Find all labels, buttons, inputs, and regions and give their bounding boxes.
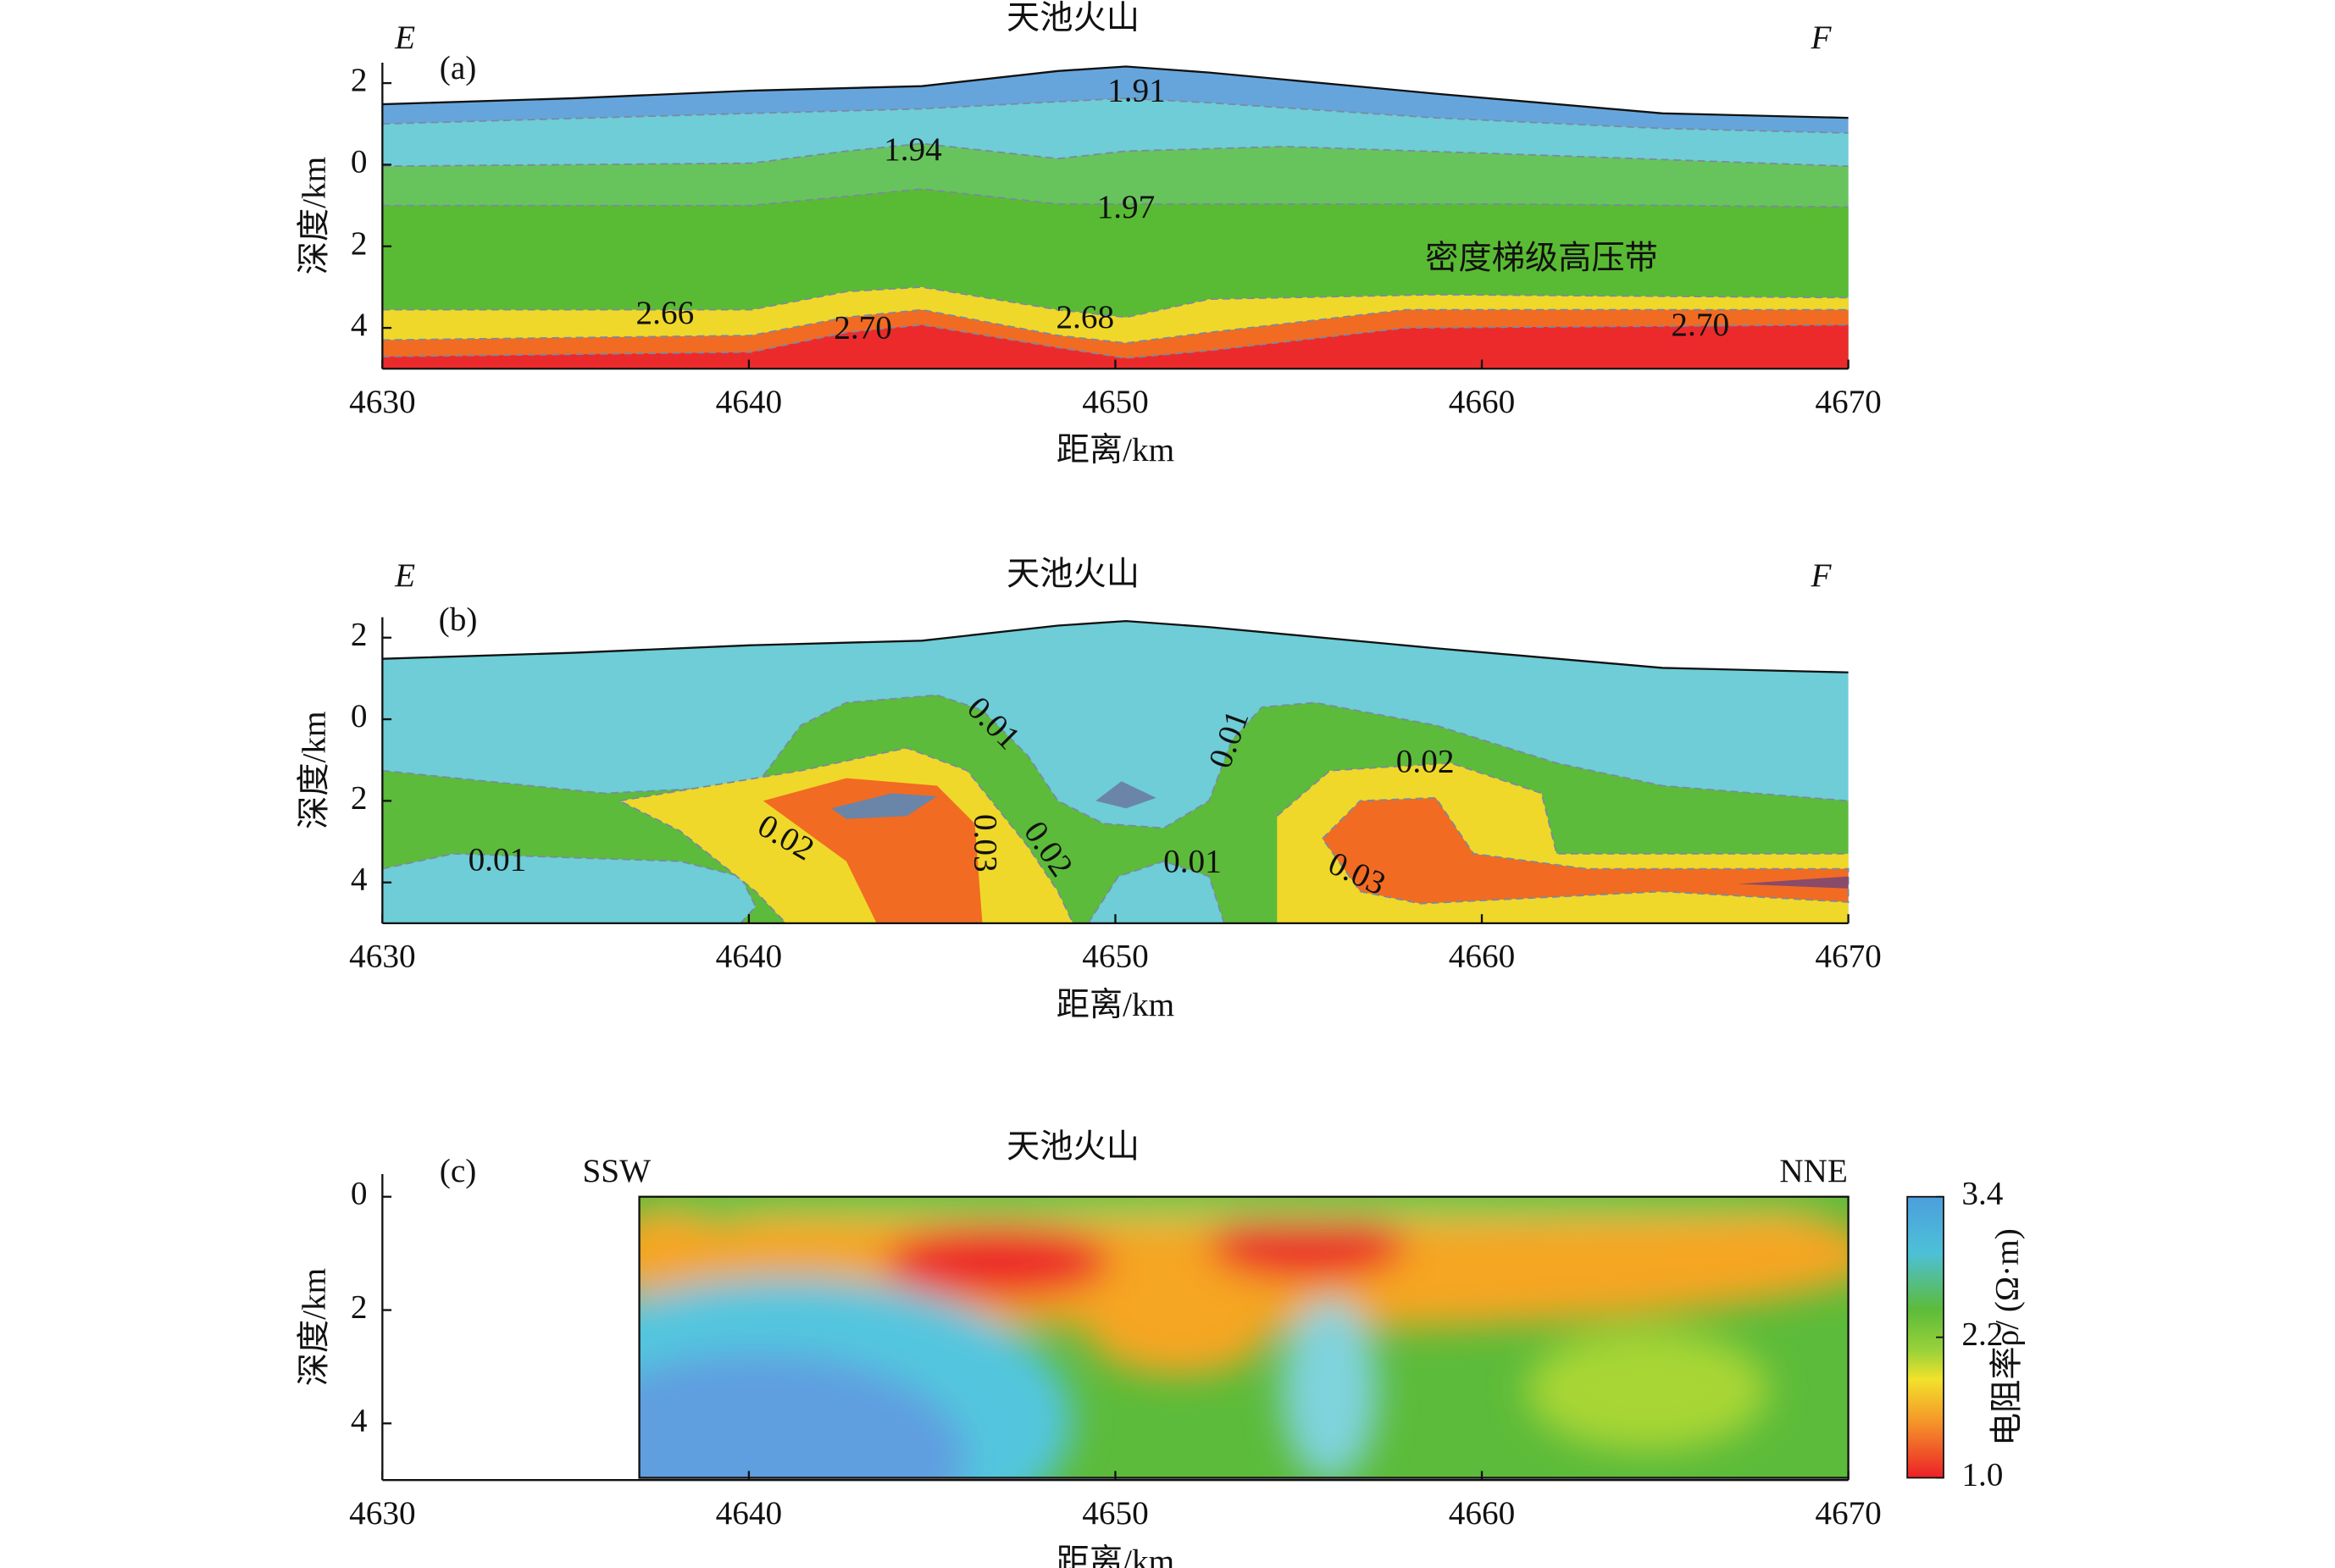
- x-tick-label: 4650: [1082, 384, 1148, 420]
- x-tick-label: 4640: [716, 1495, 782, 1532]
- field-blob: [884, 1225, 1112, 1299]
- x-tick-label: 4640: [716, 939, 782, 975]
- field-blob: [639, 1352, 968, 1478]
- x-tick-label: 4660: [1449, 384, 1515, 420]
- y-tick-label: 0: [351, 698, 368, 734]
- colorbar-tick-label: 1.0: [1961, 1457, 2003, 1493]
- contour-line: [382, 188, 1849, 208]
- y-tick-label: 4: [351, 307, 368, 343]
- annotation: (b): [439, 601, 478, 638]
- x-axis-label: 距离/km: [1057, 431, 1175, 468]
- contour-label: 0.01: [469, 842, 527, 878]
- y-tick-label: 2: [351, 62, 368, 98]
- colorbar-tick-label: 2.2: [1961, 1316, 2003, 1353]
- region: [1738, 876, 1849, 889]
- region: [1095, 781, 1156, 809]
- y-tick-label: 2: [351, 1289, 368, 1326]
- annotation: F: [1810, 19, 1832, 56]
- contour-line: [382, 324, 1849, 359]
- x-tick-label: 4640: [716, 384, 782, 420]
- x-tick-label: 4650: [1082, 939, 1148, 975]
- x-tick-label: 4650: [1082, 1495, 1148, 1532]
- x-axis-label: 距离/km: [1057, 1543, 1175, 1568]
- contour-label: 0.03: [967, 814, 1003, 873]
- topography: [382, 65, 1849, 119]
- y-axis-label: 深度/km: [296, 712, 333, 830]
- x-tick-label: 4660: [1449, 1495, 1515, 1532]
- annotation: E: [394, 19, 415, 56]
- x-tick-label: 4670: [1815, 384, 1881, 420]
- contour-line: [382, 852, 757, 924]
- x-axis-label: 距离/km: [1057, 986, 1175, 1023]
- contour-line: [382, 142, 1849, 168]
- annotation: (c): [440, 1153, 477, 1189]
- contour-label: 2.68: [1056, 299, 1114, 335]
- contour-label: 0.02: [1396, 744, 1455, 780]
- blur-field: [639, 1196, 1849, 1478]
- colorbar-label: 电阻率ρ/ (Ω·m): [1988, 1228, 2025, 1446]
- x-tick-label: 4630: [349, 384, 415, 420]
- field-blob: [639, 1196, 1844, 1222]
- field-blob: [1209, 1213, 1406, 1280]
- x-tick-label: 4660: [1449, 939, 1515, 975]
- x-tick-label: 4630: [349, 1495, 415, 1532]
- contour-label: 1.97: [1097, 189, 1156, 225]
- contour-line: [618, 747, 1074, 924]
- annotation: 密度梯级高压带: [1425, 240, 1658, 277]
- chart-title: 天池火山: [1007, 0, 1140, 36]
- contour-label: 0.01: [1163, 843, 1222, 879]
- y-tick-label: 2: [351, 617, 368, 653]
- x-tick-label: 4670: [1815, 939, 1881, 975]
- y-tick-label: 2: [351, 225, 368, 262]
- contour-line: [382, 308, 1849, 344]
- contour-label: 2.70: [1671, 307, 1729, 343]
- contour-line: [1322, 796, 1850, 905]
- x-tick-label: 4670: [1815, 1495, 1881, 1532]
- y-tick-label: 4: [351, 1402, 368, 1438]
- field: [639, 1196, 1849, 1478]
- annotation: (a): [440, 50, 477, 86]
- y-tick-label: 2: [351, 779, 368, 816]
- annotation: NNE: [1779, 1153, 1848, 1189]
- field-blob: [1088, 1284, 1270, 1376]
- frame: [638, 1195, 1850, 1479]
- region: [1322, 797, 1849, 904]
- x-tick-label: 4630: [349, 939, 415, 975]
- contour-line: [382, 286, 1849, 319]
- topography: [382, 619, 1849, 673]
- region: [831, 793, 937, 819]
- chart-title: 天池火山: [1007, 1128, 1140, 1165]
- layer: [382, 324, 1849, 369]
- y-tick-label: 0: [351, 1176, 368, 1212]
- contour-label: 1.94: [884, 131, 942, 168]
- contour-label: 1.91: [1107, 73, 1166, 109]
- y-tick-label: 4: [351, 862, 368, 898]
- y-axis-label: 深度/km: [296, 1268, 333, 1387]
- field-blob: [1526, 1329, 1769, 1451]
- contour-label: 2.66: [636, 295, 695, 331]
- region: [1088, 861, 1224, 923]
- y-axis-label: 深度/km: [296, 157, 333, 275]
- colorbar-tick-label: 3.4: [1961, 1176, 2003, 1212]
- contour-line: [382, 694, 1849, 829]
- contour-label: 2.70: [834, 310, 892, 346]
- field-blob: [1281, 1299, 1378, 1478]
- field-blob: [1541, 1209, 1849, 1294]
- chart-title: 天池火山: [1007, 556, 1140, 592]
- annotation: E: [394, 557, 415, 594]
- annotation: F: [1810, 557, 1832, 594]
- region: [382, 853, 756, 923]
- annotation: SSW: [582, 1153, 651, 1189]
- contour-line: [1087, 860, 1225, 924]
- field-blob: [639, 1209, 726, 1300]
- y-tick-label: 0: [351, 143, 368, 180]
- region: [763, 778, 983, 923]
